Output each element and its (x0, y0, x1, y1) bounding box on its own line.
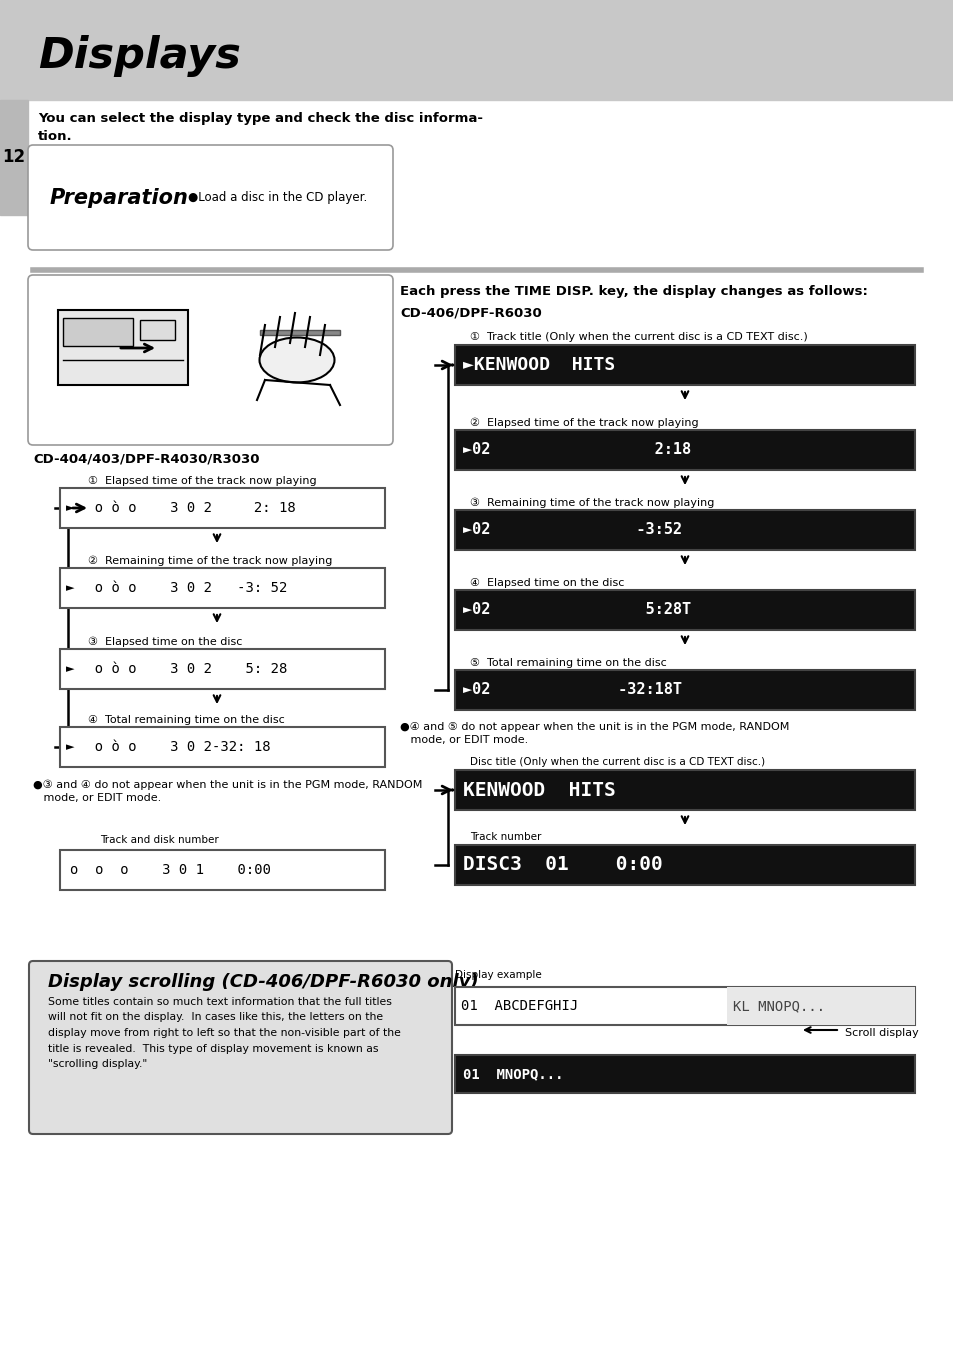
Text: o ò o    3 0 2     2: 18: o ò o 3 0 2 2: 18 (78, 501, 295, 515)
Text: ●Load a disc in the CD player.: ●Load a disc in the CD player. (188, 192, 367, 204)
Text: ④  Total remaining time on the disc: ④ Total remaining time on the disc (88, 715, 284, 725)
Text: mode, or EDIT mode.: mode, or EDIT mode. (399, 735, 528, 744)
Text: Track number: Track number (470, 832, 540, 842)
FancyBboxPatch shape (28, 276, 393, 444)
Text: Display example: Display example (455, 970, 541, 979)
Text: 01  ABCDEFGHIJ: 01 ABCDEFGHIJ (460, 998, 578, 1013)
Text: 12: 12 (3, 149, 26, 166)
Text: ③  Elapsed time on the disc: ③ Elapsed time on the disc (88, 638, 242, 647)
Bar (455, 988, 914, 1025)
Text: tion.: tion. (38, 130, 72, 143)
Bar (60, 727, 385, 767)
Text: Display scrolling (CD-406/DPF-R6030 only): Display scrolling (CD-406/DPF-R6030 only… (48, 973, 478, 992)
Text: Disc title (Only when the current disc is a CD TEXT disc.): Disc title (Only when the current disc i… (470, 757, 764, 767)
Text: Some titles contain so much text information that the full titles: Some titles contain so much text informa… (48, 997, 392, 1006)
Text: o  o  o    3 0 1    0:00: o o o 3 0 1 0:00 (70, 863, 271, 877)
Text: ②  Remaining time of the track now playing: ② Remaining time of the track now playin… (88, 557, 332, 566)
Text: ③  Remaining time of the track now playing: ③ Remaining time of the track now playin… (470, 499, 714, 508)
Text: CD-404/403/DPF-R4030/R3030: CD-404/403/DPF-R4030/R3030 (33, 453, 259, 466)
Text: ●④ and ⑤ do not appear when the unit is in the PGM mode, RANDOM: ●④ and ⑤ do not appear when the unit is … (399, 721, 788, 732)
Text: o ò o    3 0 2   -3: 52: o ò o 3 0 2 -3: 52 (78, 581, 287, 594)
Text: ►: ► (66, 663, 74, 674)
Text: ►02                 5:28T: ►02 5:28T (462, 603, 690, 617)
Bar (455, 590, 914, 630)
Text: ②  Elapsed time of the track now playing: ② Elapsed time of the track now playing (470, 417, 698, 428)
Bar (0, 100, 28, 215)
FancyBboxPatch shape (28, 145, 393, 250)
Text: Displays: Displays (38, 35, 240, 77)
Text: ►02                -3:52: ►02 -3:52 (462, 523, 681, 538)
Text: ►: ► (66, 503, 74, 513)
Bar (455, 1055, 914, 1093)
Text: mode, or EDIT mode.: mode, or EDIT mode. (33, 793, 161, 802)
Text: Each press the TIME DISP. key, the display changes as follows:: Each press the TIME DISP. key, the displ… (399, 285, 867, 299)
Text: o ò o    3 0 2    5: 28: o ò o 3 0 2 5: 28 (78, 662, 287, 676)
Text: Preparation: Preparation (50, 188, 189, 208)
Text: title is revealed.  This type of display movement is known as: title is revealed. This type of display … (48, 1043, 378, 1054)
Bar (63, 317, 132, 346)
Text: ►02                  2:18: ►02 2:18 (462, 443, 690, 458)
Bar (140, 320, 174, 340)
Bar (58, 309, 188, 385)
Text: Scroll display: Scroll display (844, 1028, 918, 1038)
Text: will not fit on the display.  In cases like this, the letters on the: will not fit on the display. In cases li… (48, 1012, 383, 1023)
Bar (455, 844, 914, 885)
Text: KL MNOPQ...: KL MNOPQ... (732, 998, 824, 1013)
Bar (60, 488, 385, 528)
Text: 01  MNOPQ...: 01 MNOPQ... (462, 1067, 563, 1081)
Text: You can select the display type and check the disc informa-: You can select the display type and chec… (38, 112, 482, 126)
Bar (60, 850, 385, 890)
Bar (455, 670, 914, 711)
Bar (60, 648, 385, 689)
Bar (0, 0, 953, 100)
Bar (726, 988, 914, 1025)
Text: ●③ and ④ do not appear when the unit is in the PGM mode, RANDOM: ●③ and ④ do not appear when the unit is … (33, 780, 422, 790)
Bar (455, 430, 914, 470)
Bar (60, 567, 385, 608)
Text: display move from right to left so that the non-visible part of the: display move from right to left so that … (48, 1028, 400, 1038)
Text: CD-406/DPF-R6030: CD-406/DPF-R6030 (399, 305, 541, 319)
Text: ①  Elapsed time of the track now playing: ① Elapsed time of the track now playing (88, 476, 316, 486)
Text: ►: ► (66, 742, 74, 753)
Text: KENWOOD  HITS: KENWOOD HITS (462, 781, 615, 800)
Bar (455, 345, 914, 385)
Ellipse shape (259, 338, 335, 382)
Text: ►02              -32:18T: ►02 -32:18T (462, 682, 681, 697)
Text: ①  Track title (Only when the current disc is a CD TEXT disc.): ① Track title (Only when the current dis… (470, 332, 807, 342)
Bar (260, 330, 339, 335)
Bar (455, 770, 914, 811)
Text: Track and disk number: Track and disk number (100, 835, 218, 844)
Text: ►: ► (66, 584, 74, 593)
Text: ④  Elapsed time on the disc: ④ Elapsed time on the disc (470, 578, 623, 588)
Text: DISC3  01    0:00: DISC3 01 0:00 (462, 855, 662, 874)
Text: "scrolling display.": "scrolling display." (48, 1059, 147, 1069)
Bar (455, 509, 914, 550)
Text: ⑤  Total remaining time on the disc: ⑤ Total remaining time on the disc (470, 658, 666, 667)
FancyBboxPatch shape (29, 961, 452, 1133)
Text: o ò o    3 0 2-32: 18: o ò o 3 0 2-32: 18 (78, 740, 271, 754)
Text: ►KENWOOD  HITS: ►KENWOOD HITS (462, 357, 615, 374)
